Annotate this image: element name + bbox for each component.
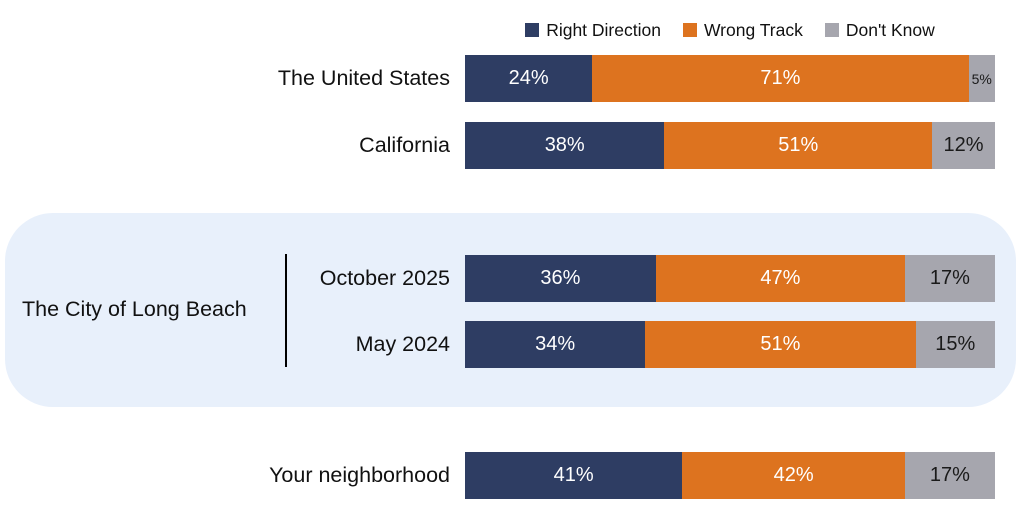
highlight-group-box: [5, 213, 1016, 407]
bar-row-your-neighborhood: Your neighborhood 41% 42% 17%: [0, 452, 1024, 499]
segment-value-label: 51%: [778, 134, 819, 156]
bar-segment-right-direction: 24%: [465, 55, 593, 102]
segment-value-label: 12%: [943, 134, 984, 156]
legend-label: Don't Know: [845, 19, 935, 40]
legend-item-right-direction: Right Direction: [525, 20, 661, 41]
legend-label: Wrong Track: [703, 19, 803, 40]
bar-segment-wrong-track: 51%: [664, 122, 933, 169]
bar-segment-wrong-track: 47%: [655, 255, 905, 302]
stacked-bar: 38% 51% 12%: [465, 122, 995, 169]
bar-segment-dont-know: 17%: [904, 452, 995, 499]
segment-value-label: 5%: [971, 70, 992, 87]
bar-segment-dont-know: 5%: [968, 55, 995, 102]
segment-value-label: 42%: [773, 464, 814, 486]
row-label: The United States: [277, 66, 450, 90]
segment-value-label: 17%: [929, 464, 970, 486]
legend-swatch-right-direction: [525, 23, 540, 37]
bar-row-united-states: The United States 24% 71% 5%: [0, 55, 1024, 102]
segment-value-label: 51%: [760, 333, 801, 355]
segment-value-label: 38%: [544, 134, 585, 156]
stacked-bar: 34% 51% 15%: [465, 321, 995, 368]
row-label: California: [359, 133, 450, 157]
segment-value-label: 34%: [535, 333, 576, 355]
bar-row-may-2024: May 2024 34% 51% 15%: [0, 321, 1024, 368]
legend-item-wrong-track: Wrong Track: [682, 19, 803, 41]
segment-value-label: 15%: [935, 333, 976, 355]
segment-value-label: 24%: [508, 67, 549, 89]
segment-value-label: 47%: [760, 267, 801, 289]
bar-segment-right-direction: 36%: [465, 255, 656, 302]
group-divider-line: [285, 254, 287, 367]
segment-value-label: 36%: [540, 267, 581, 289]
bar-segment-wrong-track: 71%: [592, 55, 969, 102]
legend-label: Right Direction: [546, 19, 661, 40]
legend-item-dont-know: Don't Know: [824, 19, 935, 41]
bar-segment-wrong-track: 42%: [682, 452, 905, 499]
segment-value-label: 71%: [760, 67, 801, 89]
row-label: May 2024: [355, 332, 450, 356]
bar-segment-right-direction: 38%: [465, 122, 665, 169]
bar-row-october-2025: October 2025 36% 47% 17%: [0, 255, 1024, 302]
stacked-bar: 24% 71% 5%: [465, 55, 995, 102]
segment-value-label: 17%: [929, 267, 970, 289]
legend-swatch-wrong-track: [682, 23, 697, 37]
bar-segment-right-direction: 41%: [465, 452, 683, 499]
bar-segment-wrong-track: 51%: [645, 321, 916, 368]
chart-legend: Right Direction Wrong Track Don't Know: [465, 18, 995, 42]
bar-segment-dont-know: 17%: [904, 255, 995, 302]
bar-segment-right-direction: 34%: [465, 321, 646, 368]
bar-segment-dont-know: 12%: [932, 122, 995, 169]
stacked-bar: 41% 42% 17%: [465, 452, 995, 499]
segment-value-label: 41%: [553, 464, 594, 486]
bar-segment-dont-know: 15%: [915, 321, 995, 368]
bar-row-california: California 38% 51% 12%: [0, 122, 1024, 169]
legend-swatch-dont-know: [824, 23, 839, 37]
row-label: Your neighborhood: [269, 463, 450, 487]
row-label: October 2025: [319, 266, 450, 290]
group-label-city-of-long-beach: The City of Long Beach: [22, 297, 247, 321]
stacked-bar: 36% 47% 17%: [465, 255, 995, 302]
